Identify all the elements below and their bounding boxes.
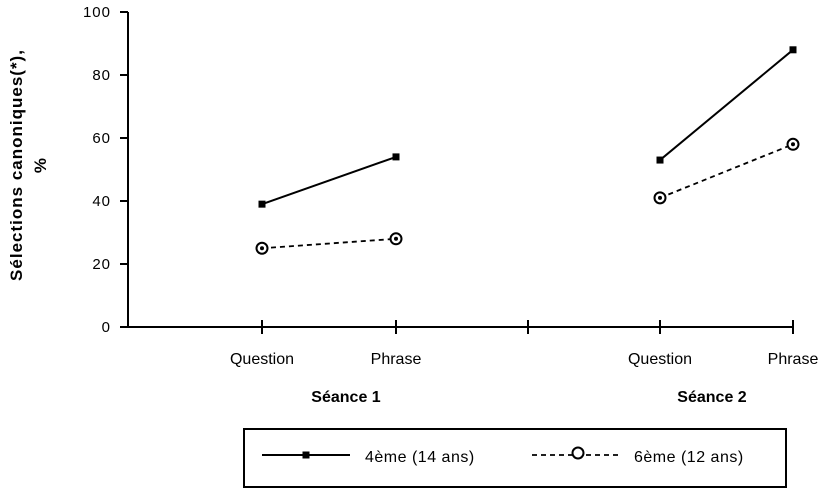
y-tick-label: 100 (83, 4, 111, 21)
series-4eme-point (656, 156, 664, 164)
group-label: Séance 1 (311, 389, 380, 406)
series-6eme-point-core (791, 142, 795, 147)
x-ticks (261, 320, 794, 334)
legend-label-4eme: 4ème (14 ans) (365, 449, 475, 466)
category-label-question: Question (230, 351, 294, 368)
legend: 4ème (14 ans) 6ème (12 ans) (243, 428, 787, 488)
category-label-phrase: Phrase (768, 351, 819, 368)
series-6eme-point-core (658, 195, 662, 200)
axes (127, 12, 793, 328)
series-6eme-point-core (260, 246, 264, 251)
series-6eme-line (659, 143, 794, 199)
category-label-question: Question (628, 351, 692, 368)
y-tick-label: 60 (92, 130, 111, 147)
series-6eme-point-core (394, 236, 398, 241)
y-tick-label: 80 (92, 67, 111, 84)
legend-label-6eme: 6ème (12 ans) (634, 449, 744, 466)
legend-box (243, 428, 787, 488)
y-axis-label-line1: Sélections canoniques(*), (7, 49, 26, 281)
group-label: Séance 2 (677, 389, 746, 406)
category-labels: Question Phrase Question Phrase (230, 351, 818, 368)
series-6eme-line (261, 237, 397, 250)
legend-marker-square (302, 451, 310, 459)
y-ticks: 100 80 60 40 20 0 (83, 4, 128, 336)
series-4eme-point (258, 200, 266, 208)
series-layer (255, 46, 800, 255)
series-4eme-point (789, 46, 797, 54)
y-tick-label: 0 (102, 319, 111, 336)
y-tick-label: 40 (92, 193, 111, 210)
group-labels: Séance 1 Séance 2 (311, 389, 746, 406)
series-4eme-line (659, 49, 794, 161)
series-4eme-line (261, 155, 397, 206)
y-axis-label-line2: % (31, 157, 50, 173)
series-4eme-point (392, 153, 400, 161)
y-tick-label: 20 (92, 256, 111, 273)
legend-marker-circle (571, 446, 585, 460)
category-label-phrase: Phrase (371, 351, 422, 368)
